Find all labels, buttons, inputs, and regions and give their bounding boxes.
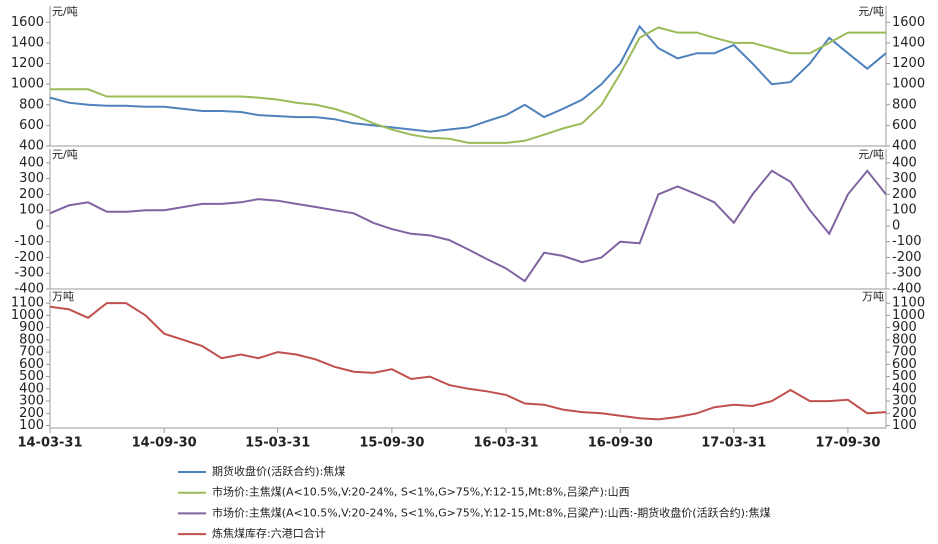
y-tick-label: 900 — [19, 320, 44, 335]
x-tick-label: 16-09-30 — [588, 436, 653, 451]
y-tick-label: 400 — [19, 139, 44, 154]
y2-tick-label: 100 — [892, 418, 917, 433]
legend-label: 炼焦煤库存:六港口合计 — [212, 526, 326, 540]
y-tick-label: 1200 — [11, 56, 44, 71]
x-tick-label: 14-03-31 — [17, 436, 82, 451]
y-tick-label: 300 — [19, 394, 44, 409]
unit-right: 元/吨 — [858, 148, 884, 161]
y2-tick-label: 400 — [892, 155, 917, 170]
y-tick-label: 1000 — [11, 308, 44, 323]
y-tick-label: 0 — [36, 218, 44, 233]
unit-left: 元/吨 — [52, 5, 78, 18]
y-tick-label: 600 — [19, 118, 44, 133]
y-tick-label: 1600 — [11, 15, 44, 30]
y2-tick-label: -400 — [892, 282, 922, 297]
y2-tick-label: 100 — [892, 203, 917, 218]
y-tick-label: 100 — [19, 418, 44, 433]
x-tick-label: 14-09-30 — [132, 436, 197, 451]
x-tick-label: 15-03-31 — [245, 436, 310, 451]
y-tick-label: 100 — [19, 203, 44, 218]
x-tick-label: 17-09-30 — [815, 436, 880, 451]
y2-tick-label: 0 — [892, 218, 900, 233]
y2-tick-label: 1000 — [892, 308, 925, 323]
y2-tick-label: 700 — [892, 345, 917, 360]
line-series — [50, 26, 886, 144]
x-tick-label: 17-03-31 — [701, 436, 766, 451]
y2-tick-label: 1400 — [892, 35, 925, 50]
y2-tick-label: 300 — [892, 394, 917, 409]
y2-tick-label: 1100 — [892, 296, 925, 311]
y-tick-label: 300 — [19, 171, 44, 186]
y-tick-label: 400 — [19, 381, 44, 396]
y2-tick-label: -100 — [892, 234, 922, 249]
y2-tick-label: 1000 — [892, 77, 925, 92]
unit-right: 万吨 — [862, 290, 884, 303]
y2-tick-label: 200 — [892, 406, 917, 421]
unit-left: 万吨 — [52, 290, 74, 303]
y-tick-label: 200 — [19, 406, 44, 421]
y2-tick-label: 500 — [892, 369, 917, 384]
unit-left: 元/吨 — [52, 148, 78, 161]
x-tick-label: 15-09-30 — [359, 436, 424, 451]
line-series — [49, 302, 887, 421]
y-tick-label: 200 — [19, 187, 44, 202]
y2-tick-label: 1600 — [892, 15, 925, 30]
line-series — [49, 24, 887, 133]
y-tick-label: 500 — [19, 369, 44, 384]
y2-tick-label: 400 — [892, 139, 917, 154]
y-tick-label: 1400 — [11, 35, 44, 50]
y2-tick-label: 800 — [892, 332, 917, 347]
y-tick-label: 600 — [19, 357, 44, 372]
unit-right: 元/吨 — [858, 5, 884, 18]
y-tick-label: -100 — [14, 234, 44, 249]
legend-label: 市场价:主焦煤(A<10.5%,V:20-24%, S<1%,G>75%,Y:1… — [212, 485, 630, 499]
y-tick-label: -400 — [14, 282, 44, 297]
line-series — [49, 169, 887, 283]
y2-tick-label: -300 — [892, 266, 922, 281]
legend-label: 期货收盘价(活跃合约):焦煤 — [212, 464, 345, 478]
y-tick-label: 800 — [19, 97, 44, 112]
y-tick-label: 1100 — [11, 296, 44, 311]
y2-tick-label: 600 — [892, 118, 917, 133]
y2-tick-label: 1200 — [892, 56, 925, 71]
y-tick-label: 400 — [19, 155, 44, 170]
y2-tick-label: 800 — [892, 97, 917, 112]
y-tick-label: 800 — [19, 332, 44, 347]
legend-label: 市场价:主焦煤(A<10.5%,V:20-24%, S<1%,G>75%,Y:1… — [212, 505, 771, 519]
y2-tick-label: 200 — [892, 187, 917, 202]
y-tick-label: -300 — [14, 266, 44, 281]
y-tick-label: 1000 — [11, 77, 44, 92]
x-tick-label: 16-03-31 — [474, 436, 539, 451]
y2-tick-label: 400 — [892, 381, 917, 396]
y-tick-label: 700 — [19, 345, 44, 360]
y2-tick-label: 300 — [892, 171, 917, 186]
y2-tick-label: 600 — [892, 357, 917, 372]
y2-tick-label: 900 — [892, 320, 917, 335]
y2-tick-label: -200 — [892, 250, 922, 265]
y-tick-label: -200 — [14, 250, 44, 265]
